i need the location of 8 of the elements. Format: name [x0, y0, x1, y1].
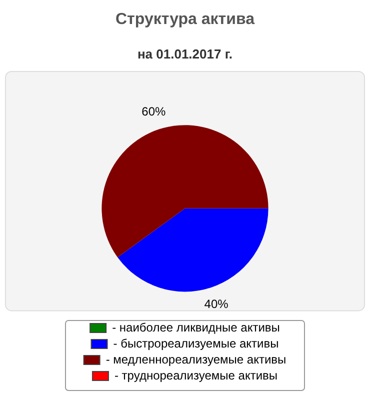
- data-label: 40%: [204, 297, 229, 312]
- chart-subtitle: на 01.01.2017 г.: [137, 46, 233, 62]
- legend-label: - быстрореализуемые активы: [113, 336, 279, 350]
- legend-label: - труднореализуемые активы: [114, 368, 278, 382]
- legend-label: - медленнореализуемые активы: [106, 352, 286, 366]
- data-label: 60%: [142, 104, 166, 118]
- legend-label: - наиболее ликвидные активы: [112, 320, 280, 334]
- chart-title: Структура актива: [116, 11, 255, 28]
